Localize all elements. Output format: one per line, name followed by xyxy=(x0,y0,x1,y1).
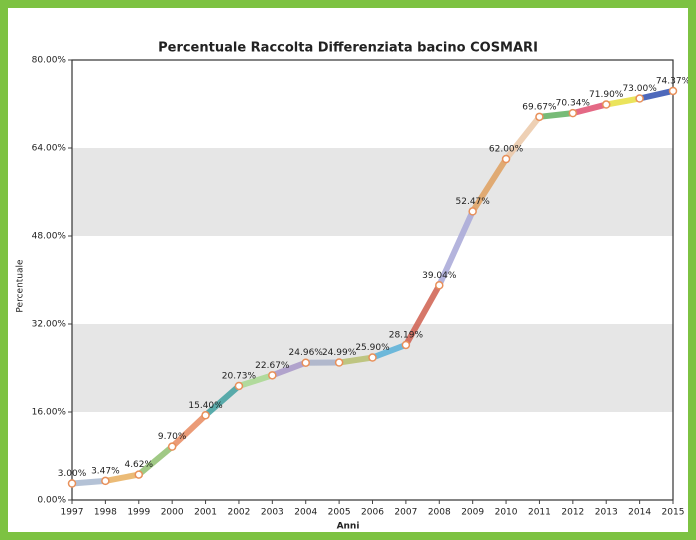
marker xyxy=(334,358,344,367)
x-tick-label: 2013 xyxy=(595,508,618,518)
line-segment xyxy=(503,113,543,162)
marker xyxy=(501,154,511,164)
marker xyxy=(67,479,77,488)
marker xyxy=(535,112,544,122)
x-tick-label: 2004 xyxy=(294,508,317,518)
data-label: 22.67% xyxy=(255,361,290,371)
marker xyxy=(401,340,411,350)
chart: Percentuale Raccolta Differenziata bacin… xyxy=(16,41,689,532)
data-label: 4.62% xyxy=(124,460,153,470)
x-tick-label: 2000 xyxy=(161,508,184,518)
marker xyxy=(435,281,444,290)
data-label: 3.47% xyxy=(91,466,120,476)
marker xyxy=(601,100,611,109)
x-tick-label: 2014 xyxy=(628,508,651,518)
data-label: 39.04% xyxy=(422,271,457,281)
marker xyxy=(368,353,377,362)
data-label: 70.34% xyxy=(556,99,591,109)
marker xyxy=(568,108,578,118)
chart-title: Percentuale Raccolta Differenziata bacin… xyxy=(158,41,538,56)
data-label: 15.40% xyxy=(188,401,223,411)
grid-band xyxy=(72,324,673,412)
line-segment xyxy=(102,471,142,484)
x-tick-label: 2008 xyxy=(428,508,451,518)
y-axis-label: Percentuale xyxy=(16,259,26,313)
data-label: 24.96% xyxy=(289,348,324,358)
marker xyxy=(468,207,477,216)
data-label: 69.67% xyxy=(522,102,557,112)
x-axis-label: Anni xyxy=(337,522,360,532)
line-segment xyxy=(269,359,309,379)
data-label: 62.00% xyxy=(489,145,524,155)
y-tick-label: 64.00% xyxy=(32,144,67,154)
line-segment xyxy=(135,443,176,478)
data-label: 20.73% xyxy=(222,371,257,381)
x-tick-label: 2012 xyxy=(561,508,584,518)
x-tick-label: 2003 xyxy=(261,508,284,518)
marker xyxy=(134,470,144,479)
x-tick-label: 2011 xyxy=(528,508,551,518)
y-tick-label: 80.00% xyxy=(32,56,67,66)
marker xyxy=(301,358,310,367)
line-segment xyxy=(69,477,109,487)
line-segment xyxy=(436,208,476,289)
x-tick-label: 2007 xyxy=(394,508,417,518)
data-label: 71.90% xyxy=(589,90,624,100)
data-label: 28.19% xyxy=(389,330,424,340)
data-label: 24.99% xyxy=(322,348,357,358)
x-tick-label: 2009 xyxy=(461,508,484,518)
y-tick-label: 16.00% xyxy=(32,408,67,418)
x-tick-label: 2001 xyxy=(194,508,217,518)
marker xyxy=(101,476,110,486)
marker xyxy=(635,94,644,103)
line-segment xyxy=(369,341,409,361)
line-segment xyxy=(202,382,242,419)
data-label: 52.47% xyxy=(456,197,491,207)
marker xyxy=(167,442,177,451)
x-tick-label: 1998 xyxy=(94,508,117,518)
x-tick-label: 2002 xyxy=(227,508,250,518)
marker xyxy=(268,371,277,380)
line-segment xyxy=(536,110,576,120)
y-tick-label: 48.00% xyxy=(32,232,67,242)
marker xyxy=(201,411,210,420)
data-label: 74.37% xyxy=(656,76,688,86)
marker xyxy=(668,86,678,96)
x-tick-label: 2006 xyxy=(361,508,384,518)
x-tick-label: 2005 xyxy=(328,508,351,518)
line-segment xyxy=(336,354,376,366)
line-segment xyxy=(235,372,276,389)
line-segment xyxy=(169,412,209,450)
x-tick-label: 1999 xyxy=(127,508,150,518)
data-label: 9.70% xyxy=(158,432,187,442)
y-tick-label: 0.00% xyxy=(37,496,66,506)
line-segment xyxy=(402,282,443,348)
line-segment xyxy=(603,95,643,108)
x-tick-label: 2010 xyxy=(495,508,518,518)
grid-band xyxy=(72,148,673,236)
x-tick-label: 2015 xyxy=(662,508,685,518)
x-tick-label: 1997 xyxy=(61,508,84,518)
line-segment xyxy=(569,101,610,117)
marker xyxy=(234,381,244,391)
data-label: 3.00% xyxy=(58,469,87,479)
line-segment xyxy=(636,87,676,102)
line-segment xyxy=(469,156,510,215)
data-label: 25.90% xyxy=(355,343,390,353)
data-label: 73.00% xyxy=(622,84,657,94)
y-tick-label: 32.00% xyxy=(32,320,67,330)
